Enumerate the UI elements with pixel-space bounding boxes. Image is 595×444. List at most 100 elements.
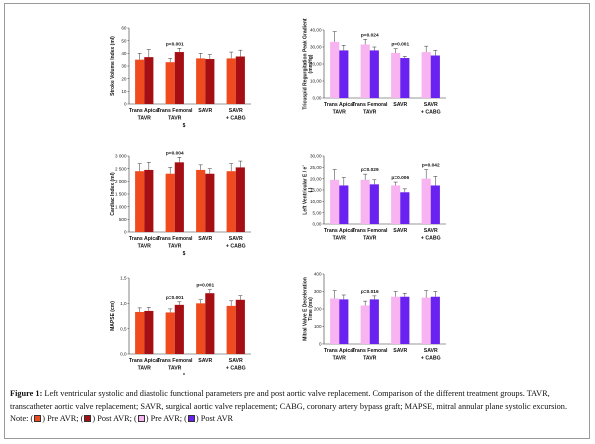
p-value-label: p=0.016 (361, 289, 379, 295)
y-tick-label: 300 (314, 289, 322, 294)
bar-post (235, 299, 245, 354)
category-label: Trans Femoral TAVR (352, 348, 388, 362)
category-label: Trans Apical TAVR (324, 102, 355, 116)
category-label: SAVR (198, 108, 212, 114)
category-label: Trans Apical TAVR (129, 358, 160, 372)
swatch-pre-systolic (34, 414, 42, 422)
p-value-label: p=0.001 (196, 283, 214, 289)
bar-pre (391, 185, 401, 224)
p-value-label: p<0.001 (166, 41, 184, 47)
y-tick-label: 30,00 (310, 154, 322, 159)
category-label: SAVR + CABG (421, 102, 441, 116)
bar-post (144, 169, 154, 232)
p-value-label: p=0.001 (391, 42, 409, 48)
bar-pre (330, 298, 340, 344)
bar-pre (196, 169, 206, 232)
p-value-label: p=0.001 (166, 295, 184, 301)
y-tick-label: 2 000 (115, 179, 127, 184)
category-label: SAVR + CABG (226, 108, 246, 122)
bar-post (235, 56, 245, 104)
bar-post (339, 299, 349, 344)
bar-pre (226, 305, 236, 354)
bar-post (205, 59, 215, 104)
bar-pre (165, 173, 175, 232)
bar-post (400, 296, 410, 344)
y-axis-label: Left Ventricular E / e’ (302, 165, 308, 215)
bar-pre (421, 178, 431, 224)
category-label: SAVR + CABG (421, 348, 441, 362)
category-label: Trans Femoral TAVR (352, 228, 388, 242)
bar-post (174, 52, 184, 104)
y-tick-label: 0 (319, 342, 322, 347)
y-tick-label: 10 (121, 89, 127, 94)
bar-post (400, 192, 410, 224)
category-label: SAVR (393, 348, 407, 354)
y-tick-label: 1,5 (120, 276, 127, 281)
bar-post (144, 57, 154, 104)
y-tick-label: 400 (314, 272, 322, 277)
bar-pre (135, 171, 145, 232)
y-axis-label: Mitral Valve E Deceleration (302, 277, 308, 341)
bar-post (339, 50, 349, 98)
legend-post-systolic: () Post AVR; (78, 414, 132, 423)
y-axis-label: Tricuspid Regurgitation Peak Gradient (302, 18, 308, 109)
category-label: Trans Femoral TAVR (352, 102, 388, 116)
bar-post (430, 55, 440, 98)
y-axis-label: Stroke Volume Index (ml) (110, 36, 116, 96)
bar-pre (330, 179, 340, 224)
category-label: Trans Femoral TAVR (157, 236, 193, 250)
y-tick-label: 25,00 (310, 165, 322, 170)
bar-post (174, 304, 184, 354)
category-label: Trans Femoral TAVR (157, 358, 193, 372)
lv-e-e-chart: 0,00 5,00 10,00 15,00 20,00 25,00 30,00 Left Ve… (302, 154, 446, 242)
y-tick-label: 500 (119, 217, 127, 222)
category-label: Trans Apical TAVR (324, 348, 355, 362)
bar-pre (196, 303, 206, 354)
caption-label: Figure 1: (10, 389, 43, 398)
mitral-decel-chart: 0 100 200 300 400 Mitral Valve E Deceleration… (302, 272, 446, 362)
bar-post (369, 50, 379, 98)
y-tick-label: 30 (121, 64, 127, 69)
mapse-chart: 0,0 0,5 1,0 1,5 MAPSE (cm) Trans Apical TAVRTr… (110, 276, 251, 379)
y-axis-label: Cardiac Index (ml) (110, 172, 116, 216)
y-tick-label: 0 (124, 102, 127, 107)
bar-pre (421, 297, 431, 344)
y-tick-label: 60 (121, 26, 127, 31)
figure-caption: Figure 1: Left ventricular systolic and … (10, 388, 580, 426)
y-tick-label: 20,00 (310, 62, 322, 67)
bar-post (369, 299, 379, 344)
y-tick-label: 20 (121, 76, 127, 81)
y-tick-label: 50 (121, 38, 127, 43)
swatch-post-diastolic (187, 414, 195, 422)
y-tick-label: 10,00 (310, 79, 322, 84)
bar-pre (360, 44, 370, 98)
bar-pre (391, 52, 401, 98)
category-label: SAVR (198, 236, 212, 242)
y-tick-label: 30,00 (310, 45, 322, 50)
p-value-label: p=0.004 (166, 150, 184, 156)
significance-marker: $ (183, 251, 186, 257)
significance-marker: * (183, 373, 185, 379)
bar-post (205, 173, 215, 232)
bar-pre (135, 311, 145, 354)
bar-pre (360, 305, 370, 344)
bar-post (369, 184, 379, 224)
caption-text: Left ventricular systolic and diastolic … (10, 389, 568, 423)
y-tick-label: 40,00 (310, 28, 322, 33)
figure-frame (4, 3, 590, 439)
bar-post (430, 296, 440, 344)
p-value-label: p=0.042 (422, 163, 440, 169)
category-label: SAVR + CABG (421, 228, 441, 242)
y-tick-label: 0 (124, 230, 127, 235)
y-tick-label: 0,5 (120, 326, 127, 331)
bar-post (174, 162, 184, 232)
bar-pre (421, 52, 431, 98)
bar-pre (391, 296, 401, 344)
category-label: SAVR (393, 228, 407, 234)
bar-post (339, 185, 349, 224)
y-axis-label: (mmHg) (308, 54, 314, 73)
y-axis-label: MAPSE (cm) (110, 301, 116, 331)
category-label: SAVR (198, 358, 212, 364)
bar-post (430, 185, 440, 224)
